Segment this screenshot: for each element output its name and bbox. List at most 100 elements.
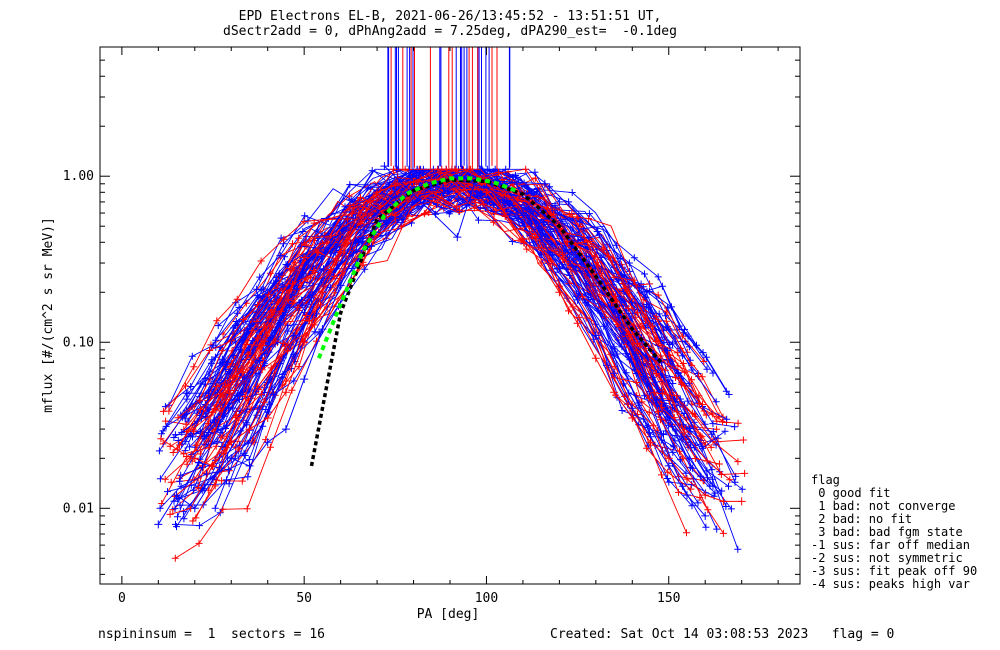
pa-marker [712, 441, 720, 449]
pa-marker [290, 377, 298, 385]
pa-marker [235, 304, 243, 311]
pa-marker [664, 323, 672, 331]
pa-marker [180, 450, 188, 458]
legend-item-0: 0 good fit [811, 486, 891, 500]
pa-marker [680, 428, 688, 436]
pa-marker [219, 505, 227, 513]
pa-marker [310, 321, 318, 329]
pa-marker [645, 408, 653, 416]
pa-marker [172, 520, 179, 528]
pa-marker [282, 308, 290, 316]
pa-marker [618, 407, 626, 414]
pa-marker [657, 416, 664, 424]
pa-marker [300, 218, 308, 226]
data-point [300, 338, 309, 347]
pa-marker [486, 185, 494, 193]
pa-marker [569, 303, 577, 311]
data-point [453, 233, 462, 242]
pa-marker [703, 457, 711, 465]
pa-marker [237, 427, 245, 435]
pa-marker [347, 196, 355, 204]
pa-distribution-106 [174, 165, 706, 441]
pa-marker [570, 256, 578, 264]
data-point [646, 438, 655, 447]
pa-marker [568, 210, 576, 218]
pa-distribution-line [191, 184, 675, 408]
pa-marker [685, 380, 693, 388]
pa-marker [243, 405, 251, 413]
pa-marker [241, 452, 249, 459]
data-point [318, 325, 327, 334]
pa-marker [205, 389, 213, 397]
pa-marker [523, 245, 531, 253]
pa-marker [599, 245, 607, 253]
legend-item-7: -4 sus: peaks high var [811, 577, 970, 591]
pa-marker [164, 488, 171, 496]
pa-marker [432, 210, 440, 218]
pa-marker [622, 350, 630, 358]
pa-marker [390, 165, 398, 173]
pa-marker [238, 477, 246, 485]
pa-marker [189, 517, 197, 525]
series-0 [309, 178, 663, 467]
pa-marker [271, 337, 279, 345]
pa-marker [731, 423, 739, 431]
pa-marker [213, 317, 221, 325]
x-tick-label: 50 [296, 591, 312, 606]
pa-marker [253, 334, 261, 342]
pa-marker [641, 293, 649, 301]
pa-marker [306, 288, 314, 296]
y-tick-label: 0.10 [63, 335, 94, 350]
pa-marker [475, 216, 482, 224]
pa-marker [274, 298, 282, 306]
data-point [336, 247, 345, 256]
data-point [555, 264, 564, 272]
pa-marker [174, 513, 181, 521]
pa-marker [723, 415, 731, 423]
data-point [701, 491, 710, 500]
data-point [281, 425, 290, 434]
pa-marker [225, 480, 233, 488]
pa-marker [721, 427, 729, 435]
pa-distribution-line [213, 177, 692, 490]
x-axis-label: PA [deg] [417, 607, 480, 622]
pa-marker [182, 437, 190, 445]
pa-marker [284, 347, 292, 355]
pa-marker [658, 471, 665, 479]
pa-marker [712, 398, 720, 406]
pa-marker [166, 510, 174, 518]
pa-marker [609, 281, 617, 289]
pa-marker [382, 218, 390, 226]
pa-distribution-108 [157, 165, 703, 458]
pa-marker [268, 310, 276, 318]
pa-marker [711, 489, 719, 497]
pa-marker [174, 414, 182, 422]
pa-marker [257, 390, 265, 398]
pa-marker [679, 421, 687, 429]
pa-marker [195, 459, 202, 467]
pa-marker [492, 206, 500, 214]
pa-marker [295, 363, 303, 371]
pa-marker [678, 380, 686, 388]
pa-marker [734, 419, 742, 427]
pa-marker [249, 337, 257, 345]
pa-marker [218, 347, 226, 355]
pa-marker [467, 196, 475, 204]
pa-marker [673, 392, 680, 400]
pa-marker [266, 443, 274, 451]
pa-marker [535, 243, 543, 251]
data-point [518, 211, 527, 220]
pa-distribution-97 [156, 174, 687, 512]
data-point [318, 288, 327, 297]
pa-marker [289, 240, 296, 248]
pa-marker [181, 447, 189, 455]
pa-marker [655, 388, 663, 396]
data-point [737, 497, 746, 506]
pa-marker [162, 417, 170, 425]
pa-marker [693, 341, 700, 349]
pa-marker [284, 261, 291, 268]
axis-layer: 0 50 100 150 0.01 0.10 1.00 [63, 47, 800, 606]
pa-marker [540, 219, 547, 227]
pa-marker [664, 475, 671, 482]
pa-marker [490, 200, 498, 208]
